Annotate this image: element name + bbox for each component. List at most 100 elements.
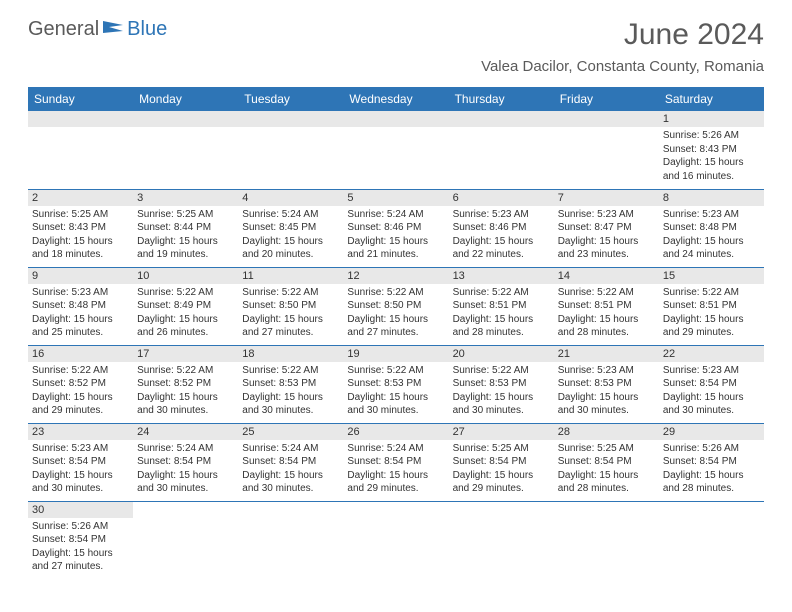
sunset-text: Sunset: 8:54 PM [347, 455, 444, 469]
day-header-row: SundayMondayTuesdayWednesdayThursdayFrid… [28, 87, 764, 111]
calendar-week: 2Sunrise: 5:25 AMSunset: 8:43 PMDaylight… [28, 189, 764, 267]
daylight-text: Daylight: 15 hours and 21 minutes. [347, 235, 444, 262]
day-number-empty [238, 111, 343, 127]
day-number: 7 [554, 190, 659, 206]
day-number: 25 [238, 424, 343, 440]
sunrise-text: Sunrise: 5:24 AM [347, 442, 444, 456]
day-number: 6 [449, 190, 554, 206]
daylight-text: Daylight: 15 hours and 26 minutes. [137, 313, 234, 340]
sunset-text: Sunset: 8:43 PM [32, 221, 129, 235]
day-number-empty [133, 111, 238, 127]
day-number: 27 [449, 424, 554, 440]
daylight-text: Daylight: 15 hours and 27 minutes. [242, 313, 339, 340]
day-number-empty [449, 111, 554, 127]
sunrise-text: Sunrise: 5:24 AM [242, 442, 339, 456]
day-content: Sunrise: 5:24 AMSunset: 8:46 PMDaylight:… [343, 206, 448, 264]
day-number: 10 [133, 268, 238, 284]
day-number: 18 [238, 346, 343, 362]
day-header: Wednesday [343, 87, 448, 111]
day-content: Sunrise: 5:23 AMSunset: 8:54 PMDaylight:… [659, 362, 764, 420]
sunrise-text: Sunrise: 5:23 AM [558, 364, 655, 378]
calendar-day: 18Sunrise: 5:22 AMSunset: 8:53 PMDayligh… [238, 345, 343, 423]
day-number: 3 [133, 190, 238, 206]
daylight-text: Daylight: 15 hours and 23 minutes. [558, 235, 655, 262]
sunset-text: Sunset: 8:52 PM [137, 377, 234, 391]
calendar-day: 8Sunrise: 5:23 AMSunset: 8:48 PMDaylight… [659, 189, 764, 267]
title-block: June 2024 Valea Dacilor, Constanta Count… [481, 18, 764, 75]
day-content: Sunrise: 5:24 AMSunset: 8:54 PMDaylight:… [133, 440, 238, 498]
daylight-text: Daylight: 15 hours and 29 minutes. [663, 313, 760, 340]
day-number-empty [554, 111, 659, 127]
calendar-day: 12Sunrise: 5:22 AMSunset: 8:50 PMDayligh… [343, 267, 448, 345]
sunset-text: Sunset: 8:50 PM [347, 299, 444, 313]
day-number: 9 [28, 268, 133, 284]
sunset-text: Sunset: 8:53 PM [347, 377, 444, 391]
daylight-text: Daylight: 15 hours and 27 minutes. [347, 313, 444, 340]
sunset-text: Sunset: 8:54 PM [137, 455, 234, 469]
day-number: 13 [449, 268, 554, 284]
daylight-text: Daylight: 15 hours and 28 minutes. [558, 313, 655, 340]
sunset-text: Sunset: 8:54 PM [32, 455, 129, 469]
calendar-day: 28Sunrise: 5:25 AMSunset: 8:54 PMDayligh… [554, 423, 659, 501]
day-number: 5 [343, 190, 448, 206]
calendar-week: 23Sunrise: 5:23 AMSunset: 8:54 PMDayligh… [28, 423, 764, 501]
sunset-text: Sunset: 8:43 PM [663, 143, 760, 157]
daylight-text: Daylight: 15 hours and 30 minutes. [663, 391, 760, 418]
calendar-day: 15Sunrise: 5:22 AMSunset: 8:51 PMDayligh… [659, 267, 764, 345]
calendar-body: 1Sunrise: 5:26 AMSunset: 8:43 PMDaylight… [28, 111, 764, 579]
sunrise-text: Sunrise: 5:26 AM [32, 520, 129, 534]
sunrise-text: Sunrise: 5:22 AM [453, 286, 550, 300]
day-number: 8 [659, 190, 764, 206]
day-number: 4 [238, 190, 343, 206]
daylight-text: Daylight: 15 hours and 25 minutes. [32, 313, 129, 340]
day-number: 21 [554, 346, 659, 362]
sunset-text: Sunset: 8:54 PM [663, 377, 760, 391]
daylight-text: Daylight: 15 hours and 16 minutes. [663, 156, 760, 183]
calendar-week: 1Sunrise: 5:26 AMSunset: 8:43 PMDaylight… [28, 111, 764, 189]
sunrise-text: Sunrise: 5:23 AM [32, 442, 129, 456]
day-content: Sunrise: 5:22 AMSunset: 8:53 PMDaylight:… [449, 362, 554, 420]
day-content: Sunrise: 5:22 AMSunset: 8:50 PMDaylight:… [238, 284, 343, 342]
sunrise-text: Sunrise: 5:23 AM [663, 208, 760, 222]
day-content: Sunrise: 5:25 AMSunset: 8:54 PMDaylight:… [554, 440, 659, 498]
calendar-day: 24Sunrise: 5:24 AMSunset: 8:54 PMDayligh… [133, 423, 238, 501]
calendar-day [133, 501, 238, 579]
sunset-text: Sunset: 8:52 PM [32, 377, 129, 391]
sunrise-text: Sunrise: 5:23 AM [558, 208, 655, 222]
day-content: Sunrise: 5:22 AMSunset: 8:52 PMDaylight:… [28, 362, 133, 420]
day-content: Sunrise: 5:23 AMSunset: 8:53 PMDaylight:… [554, 362, 659, 420]
day-content: Sunrise: 5:22 AMSunset: 8:51 PMDaylight:… [659, 284, 764, 342]
sunrise-text: Sunrise: 5:26 AM [663, 129, 760, 143]
day-number: 30 [28, 502, 133, 518]
calendar-day: 29Sunrise: 5:26 AMSunset: 8:54 PMDayligh… [659, 423, 764, 501]
day-number-empty [28, 111, 133, 127]
day-number-empty [343, 111, 448, 127]
calendar-day: 1Sunrise: 5:26 AMSunset: 8:43 PMDaylight… [659, 111, 764, 189]
day-content: Sunrise: 5:24 AMSunset: 8:54 PMDaylight:… [343, 440, 448, 498]
sunrise-text: Sunrise: 5:25 AM [137, 208, 234, 222]
calendar-day: 6Sunrise: 5:23 AMSunset: 8:46 PMDaylight… [449, 189, 554, 267]
calendar-day [238, 501, 343, 579]
sunset-text: Sunset: 8:54 PM [558, 455, 655, 469]
day-number: 16 [28, 346, 133, 362]
location-subtitle: Valea Dacilor, Constanta County, Romania [481, 58, 764, 75]
sunset-text: Sunset: 8:54 PM [32, 533, 129, 547]
day-content: Sunrise: 5:26 AMSunset: 8:54 PMDaylight:… [659, 440, 764, 498]
day-content: Sunrise: 5:26 AMSunset: 8:43 PMDaylight:… [659, 127, 764, 185]
sunset-text: Sunset: 8:49 PM [137, 299, 234, 313]
day-content: Sunrise: 5:22 AMSunset: 8:51 PMDaylight:… [554, 284, 659, 342]
calendar-table: SundayMondayTuesdayWednesdayThursdayFrid… [28, 87, 764, 579]
sunset-text: Sunset: 8:54 PM [663, 455, 760, 469]
calendar-day: 2Sunrise: 5:25 AMSunset: 8:43 PMDaylight… [28, 189, 133, 267]
daylight-text: Daylight: 15 hours and 29 minutes. [32, 391, 129, 418]
calendar-day: 26Sunrise: 5:24 AMSunset: 8:54 PMDayligh… [343, 423, 448, 501]
daylight-text: Daylight: 15 hours and 28 minutes. [453, 313, 550, 340]
calendar-day [449, 111, 554, 189]
month-title: June 2024 [481, 18, 764, 52]
day-header: Tuesday [238, 87, 343, 111]
calendar-day: 4Sunrise: 5:24 AMSunset: 8:45 PMDaylight… [238, 189, 343, 267]
calendar-week: 16Sunrise: 5:22 AMSunset: 8:52 PMDayligh… [28, 345, 764, 423]
sunset-text: Sunset: 8:47 PM [558, 221, 655, 235]
day-header: Friday [554, 87, 659, 111]
daylight-text: Daylight: 15 hours and 30 minutes. [242, 391, 339, 418]
